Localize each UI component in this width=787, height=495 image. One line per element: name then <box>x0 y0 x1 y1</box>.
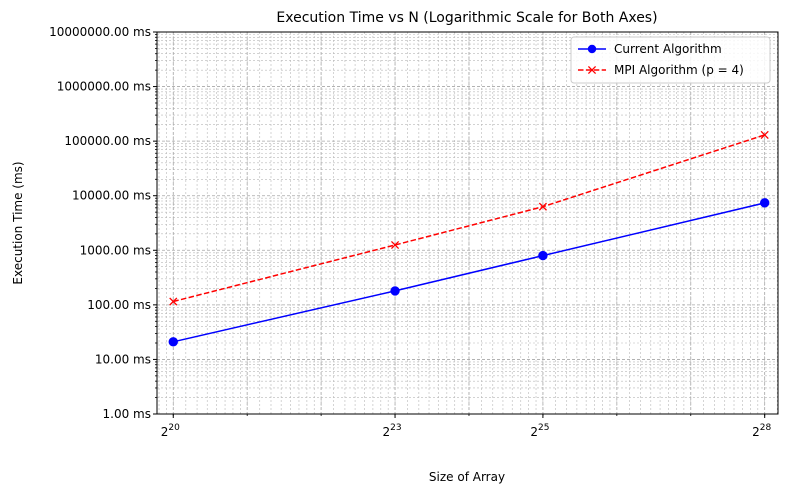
legend-label: MPI Algorithm (p = 4) <box>614 63 744 77</box>
x-tick-base: 2 <box>383 425 391 439</box>
x-axis-label: Size of Array <box>429 470 505 484</box>
data-point <box>538 250 548 261</box>
data-point <box>168 337 178 347</box>
marker-stroke <box>538 202 547 211</box>
x-tick-exponent: 28 <box>760 423 772 433</box>
grid-layer <box>157 31 778 415</box>
labels-layer: 1.00 ms 10.00 ms 100.00 ms 1000.00 ms 10000.… <box>49 25 771 439</box>
y-tick-label: 100.00 ms <box>87 298 151 312</box>
x-tick-label: 223 <box>383 423 402 439</box>
y-tick-label: 10000.00 ms <box>72 189 151 203</box>
x-tick-base: 2 <box>752 425 760 439</box>
data-point <box>390 240 400 250</box>
y-tick-label: 1000000.00 ms <box>57 80 151 94</box>
y-tick-label: 10000000.00 ms <box>49 25 151 39</box>
legend-entry: MPI Algorithm (p = 4) <box>578 63 744 77</box>
axes-layer <box>153 31 779 418</box>
series-line <box>173 202 765 343</box>
marker-stroke <box>390 240 400 250</box>
data-point <box>169 297 178 306</box>
y-axis-label: Execution Time (ms) <box>11 161 25 284</box>
x-tick-exponent: 23 <box>390 423 401 433</box>
plot-frame <box>156 31 779 415</box>
legend-entry: Current Algorithm <box>578 42 722 56</box>
y-tick-label: 1000.00 ms <box>80 243 151 257</box>
y-tick-label: 100000.00 ms <box>64 134 151 148</box>
legend: Current Algorithm MPI Algorithm (p = 4) <box>570 36 771 84</box>
marker-stroke <box>760 130 769 139</box>
x-tick-label: 220 <box>161 423 180 439</box>
x-tick-label: 228 <box>752 423 771 439</box>
series-line <box>173 134 765 303</box>
data-point <box>538 202 547 211</box>
y-tick-label: 10.00 ms <box>95 352 151 366</box>
legend-swatch-marker <box>587 44 597 54</box>
data-point <box>759 198 770 208</box>
x-tick-label: 225 <box>530 423 549 439</box>
legend-box <box>570 36 771 84</box>
legend-label: Current Algorithm <box>614 42 722 56</box>
x-tick-exponent: 25 <box>538 423 549 433</box>
x-tick-base: 2 <box>161 425 169 439</box>
data-point <box>390 286 400 296</box>
x-tick-base: 2 <box>530 425 538 439</box>
marker-stroke <box>169 297 178 306</box>
series-layer <box>168 130 770 347</box>
chart-title: Execution Time vs N (Logarithmic Scale f… <box>276 10 657 26</box>
legend-swatch-marker <box>587 65 597 75</box>
y-tick-label: 1.00 ms <box>103 407 151 421</box>
data-point <box>760 130 769 139</box>
x-tick-exponent: 20 <box>168 423 180 433</box>
